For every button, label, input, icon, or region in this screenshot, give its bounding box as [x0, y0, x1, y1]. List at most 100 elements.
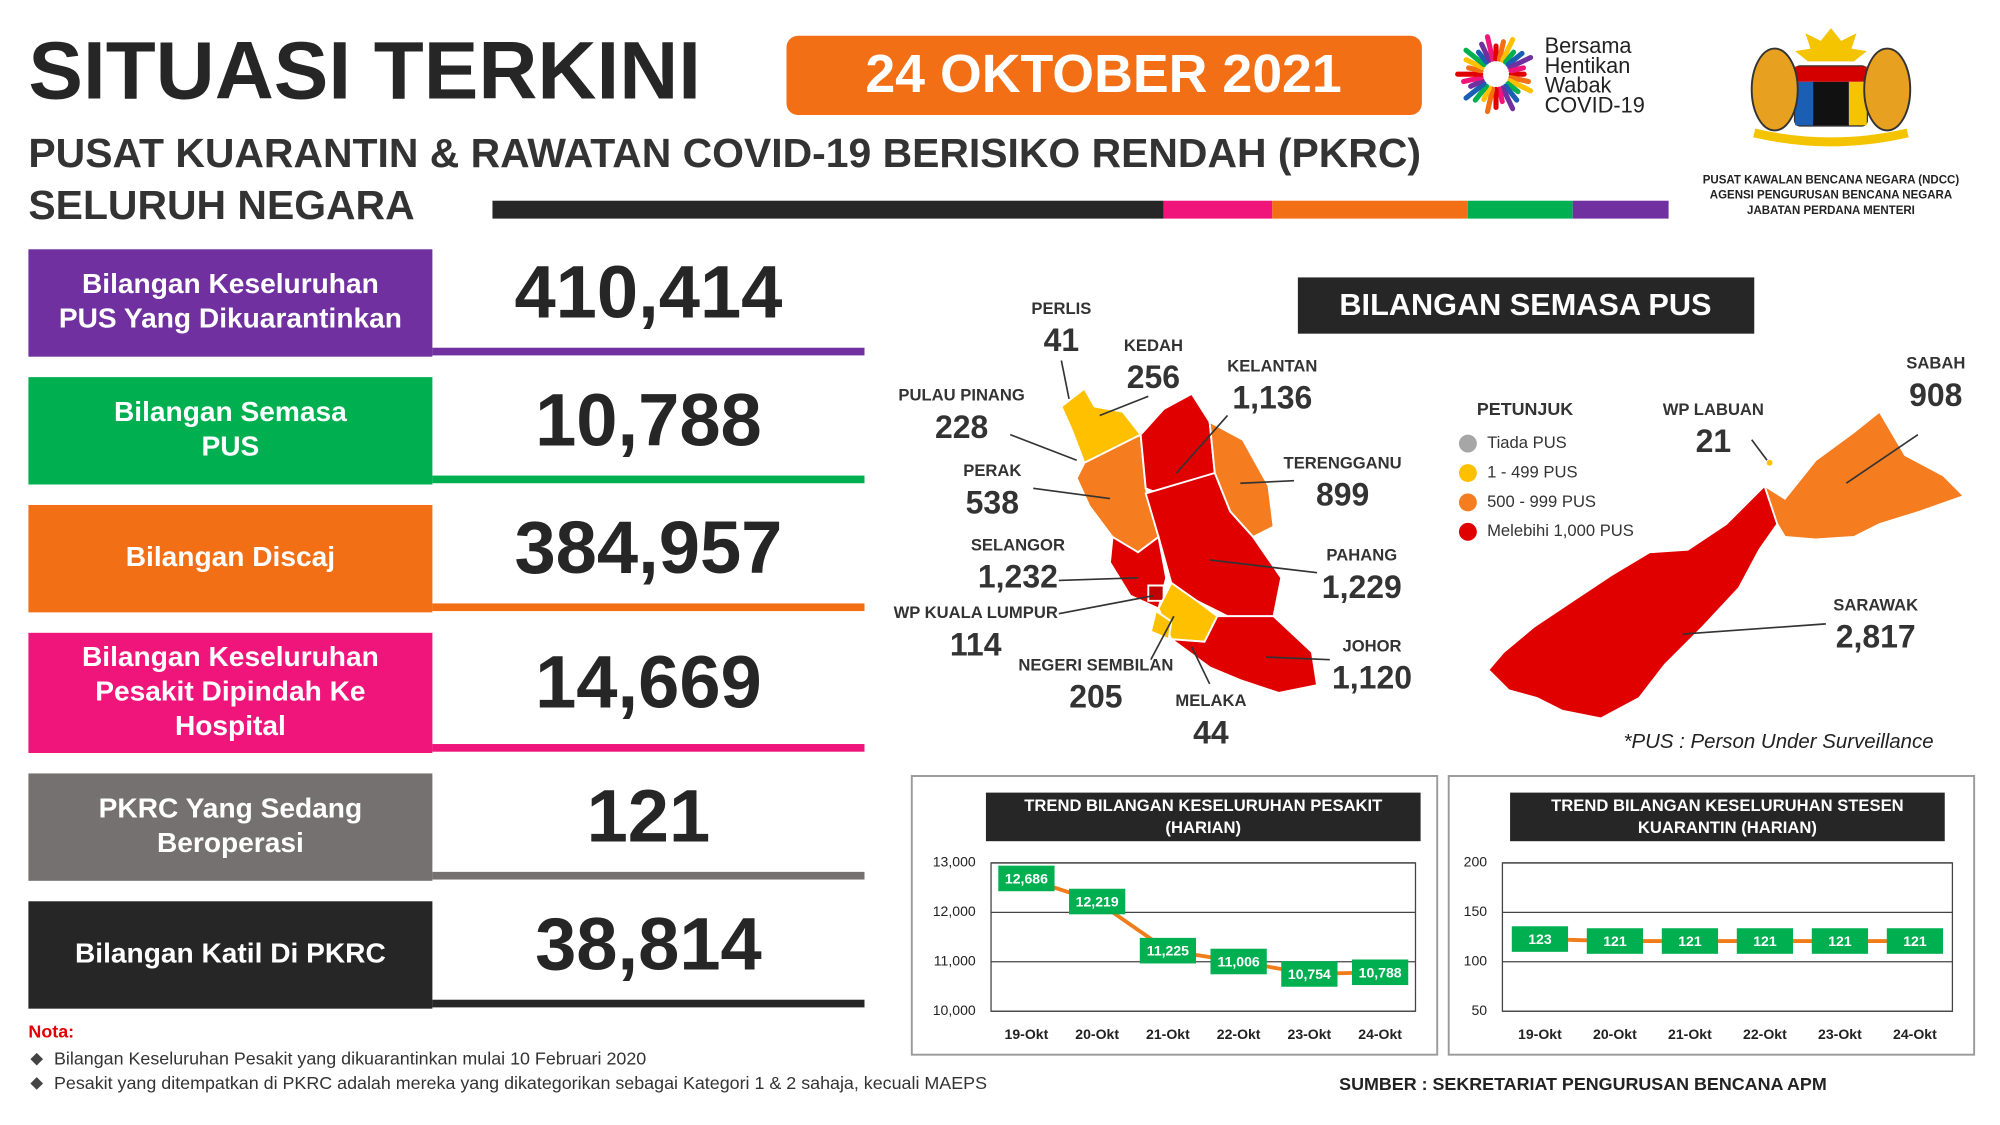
note-bullet — [30, 1052, 44, 1066]
stat-label: Beroperasi — [157, 827, 304, 858]
x-tick-label: 20-Okt — [1593, 1026, 1637, 1042]
stat-box — [28, 632, 433, 753]
y-tick-label: 13,000 — [933, 854, 976, 870]
x-tick-label: 24-Okt — [1358, 1026, 1402, 1042]
y-tick-label: 12,000 — [933, 903, 976, 919]
state-name: WP LABUAN — [1663, 400, 1764, 419]
burst-ray — [1463, 81, 1487, 101]
data-label-box — [1281, 961, 1338, 987]
data-label: 121 — [1678, 933, 1702, 949]
state-value: 1,232 — [978, 559, 1058, 595]
stat-value: 410,414 — [514, 250, 782, 333]
burst-ray — [1507, 78, 1534, 94]
agency-text: PUSAT KAWALAN BENCANA NEGARA (NDCC) AGENS… — [1703, 174, 1960, 217]
burst-ray — [1507, 54, 1534, 71]
data-label-box — [1811, 928, 1869, 954]
stat-value: 121 — [587, 775, 711, 858]
date: 24 OKTOBER 2021 — [865, 44, 1341, 104]
stat-box — [28, 377, 433, 485]
burst-ray — [1461, 75, 1484, 85]
x-tick-label: 23-Okt — [1818, 1026, 1862, 1042]
x-tick-label: 19-Okt — [1005, 1026, 1049, 1042]
state-value: 2,817 — [1836, 619, 1916, 655]
subtitle: PUSAT KUARANTIN & RAWATAN COVID-19 BERIS… — [28, 130, 1421, 176]
burst-ray — [1508, 65, 1526, 74]
map-peninsular — [1060, 387, 1319, 694]
data-label-box — [1210, 948, 1267, 975]
burst-ray — [1500, 85, 1516, 112]
state-name: SARAWAK — [1833, 595, 1918, 614]
legend-label: 500 - 999 PUS — [1487, 492, 1596, 511]
burst-ray — [1484, 86, 1496, 115]
state-name: SABAH — [1906, 354, 1965, 373]
state-name: KEDAH — [1124, 336, 1183, 355]
page-title: SITUASI TERKINI — [28, 25, 701, 116]
state-value: 44 — [1193, 715, 1229, 751]
stat-box — [28, 504, 433, 613]
data-label-box — [1736, 928, 1794, 954]
stat-label: Bilangan Keseluruhan — [82, 268, 379, 299]
legend-swatch — [1458, 522, 1477, 541]
state-name: TERENGGANU — [1284, 453, 1402, 472]
x-tick-label: 23-Okt — [1288, 1026, 1332, 1042]
date-box — [786, 35, 1422, 116]
data-label: 123 — [1528, 931, 1552, 947]
map-leaders — [1009, 360, 1919, 685]
data-label: 121 — [1903, 933, 1927, 949]
state-value: 228 — [935, 409, 988, 445]
state-name: PAHANG — [1326, 545, 1397, 564]
state-value: 21 — [1696, 423, 1732, 459]
data-label-box — [1661, 928, 1719, 954]
stat-underline — [432, 347, 865, 356]
burst-ray — [1475, 49, 1490, 65]
stat-value: 384,957 — [514, 506, 782, 589]
state-value: 899 — [1316, 477, 1369, 513]
stat-box — [28, 901, 433, 1009]
stat-label: Hospital — [175, 710, 286, 741]
burst-ray — [1496, 86, 1505, 105]
legend-swatch — [1458, 434, 1477, 453]
stat-label: PUS Yang Dikuarantinkan — [59, 303, 402, 334]
state-name: JOHOR — [1342, 636, 1401, 655]
stat-underline — [432, 871, 865, 880]
stat-underline — [432, 744, 865, 752]
map-footnote: *PUS : Person Under Surveillance — [1623, 730, 1933, 753]
y-tick-label: 200 — [1464, 854, 1488, 870]
x-tick-label: 24-Okt — [1893, 1026, 1937, 1042]
agency-line: JABATAN PERDANA MENTERI — [1747, 205, 1915, 217]
state-name: PERAK — [963, 461, 1021, 480]
map-title: BILANGAN SEMASA PUS — [1339, 287, 1711, 322]
data-label-box — [1886, 928, 1944, 954]
map-title-box — [1297, 277, 1755, 334]
data-label-box — [1069, 888, 1126, 915]
campaign-line: Bersama — [1545, 33, 1633, 58]
chart-title: (HARIAN) — [1165, 818, 1241, 837]
data-label: 10,754 — [1288, 966, 1331, 982]
data-label-box — [1351, 959, 1409, 986]
x-tick-label: 20-Okt — [1075, 1026, 1119, 1042]
state-value: 41 — [1044, 322, 1080, 358]
x-tick-label: 19-Okt — [1518, 1026, 1562, 1042]
legend-label: 1 - 499 PUS — [1487, 462, 1577, 481]
burst-ray — [1472, 83, 1490, 103]
source: SUMBER : SEKRETARIAT PENGURUSAN BENCANA … — [1339, 1074, 1827, 1094]
campaign-line: Hentikan — [1545, 53, 1631, 78]
burst-ray — [1505, 50, 1525, 68]
stat-label: PUS — [201, 431, 259, 462]
legend-title: PETUNJUK — [1477, 399, 1573, 419]
data-label: 11,006 — [1218, 953, 1260, 969]
stat-label: Bilangan Semasa — [114, 396, 347, 427]
legend-label: Tiada PUS — [1487, 433, 1567, 452]
data-label-box — [998, 865, 1055, 892]
data-label: 11,225 — [1147, 943, 1189, 959]
state-name: MELAKA — [1175, 691, 1246, 710]
notes: Bilangan Keseluruhan Pesakit yang dikuar… — [30, 1049, 987, 1093]
stat-value: 14,669 — [535, 640, 762, 723]
burst-ray — [1496, 39, 1506, 62]
data-label-box — [1511, 926, 1569, 952]
stat-underline — [432, 475, 865, 484]
state-name: SELANGOR — [971, 535, 1065, 554]
stat-label: Pesakit Dipindah Ke — [95, 675, 365, 706]
y-tick-label: 10,000 — [933, 1002, 976, 1018]
